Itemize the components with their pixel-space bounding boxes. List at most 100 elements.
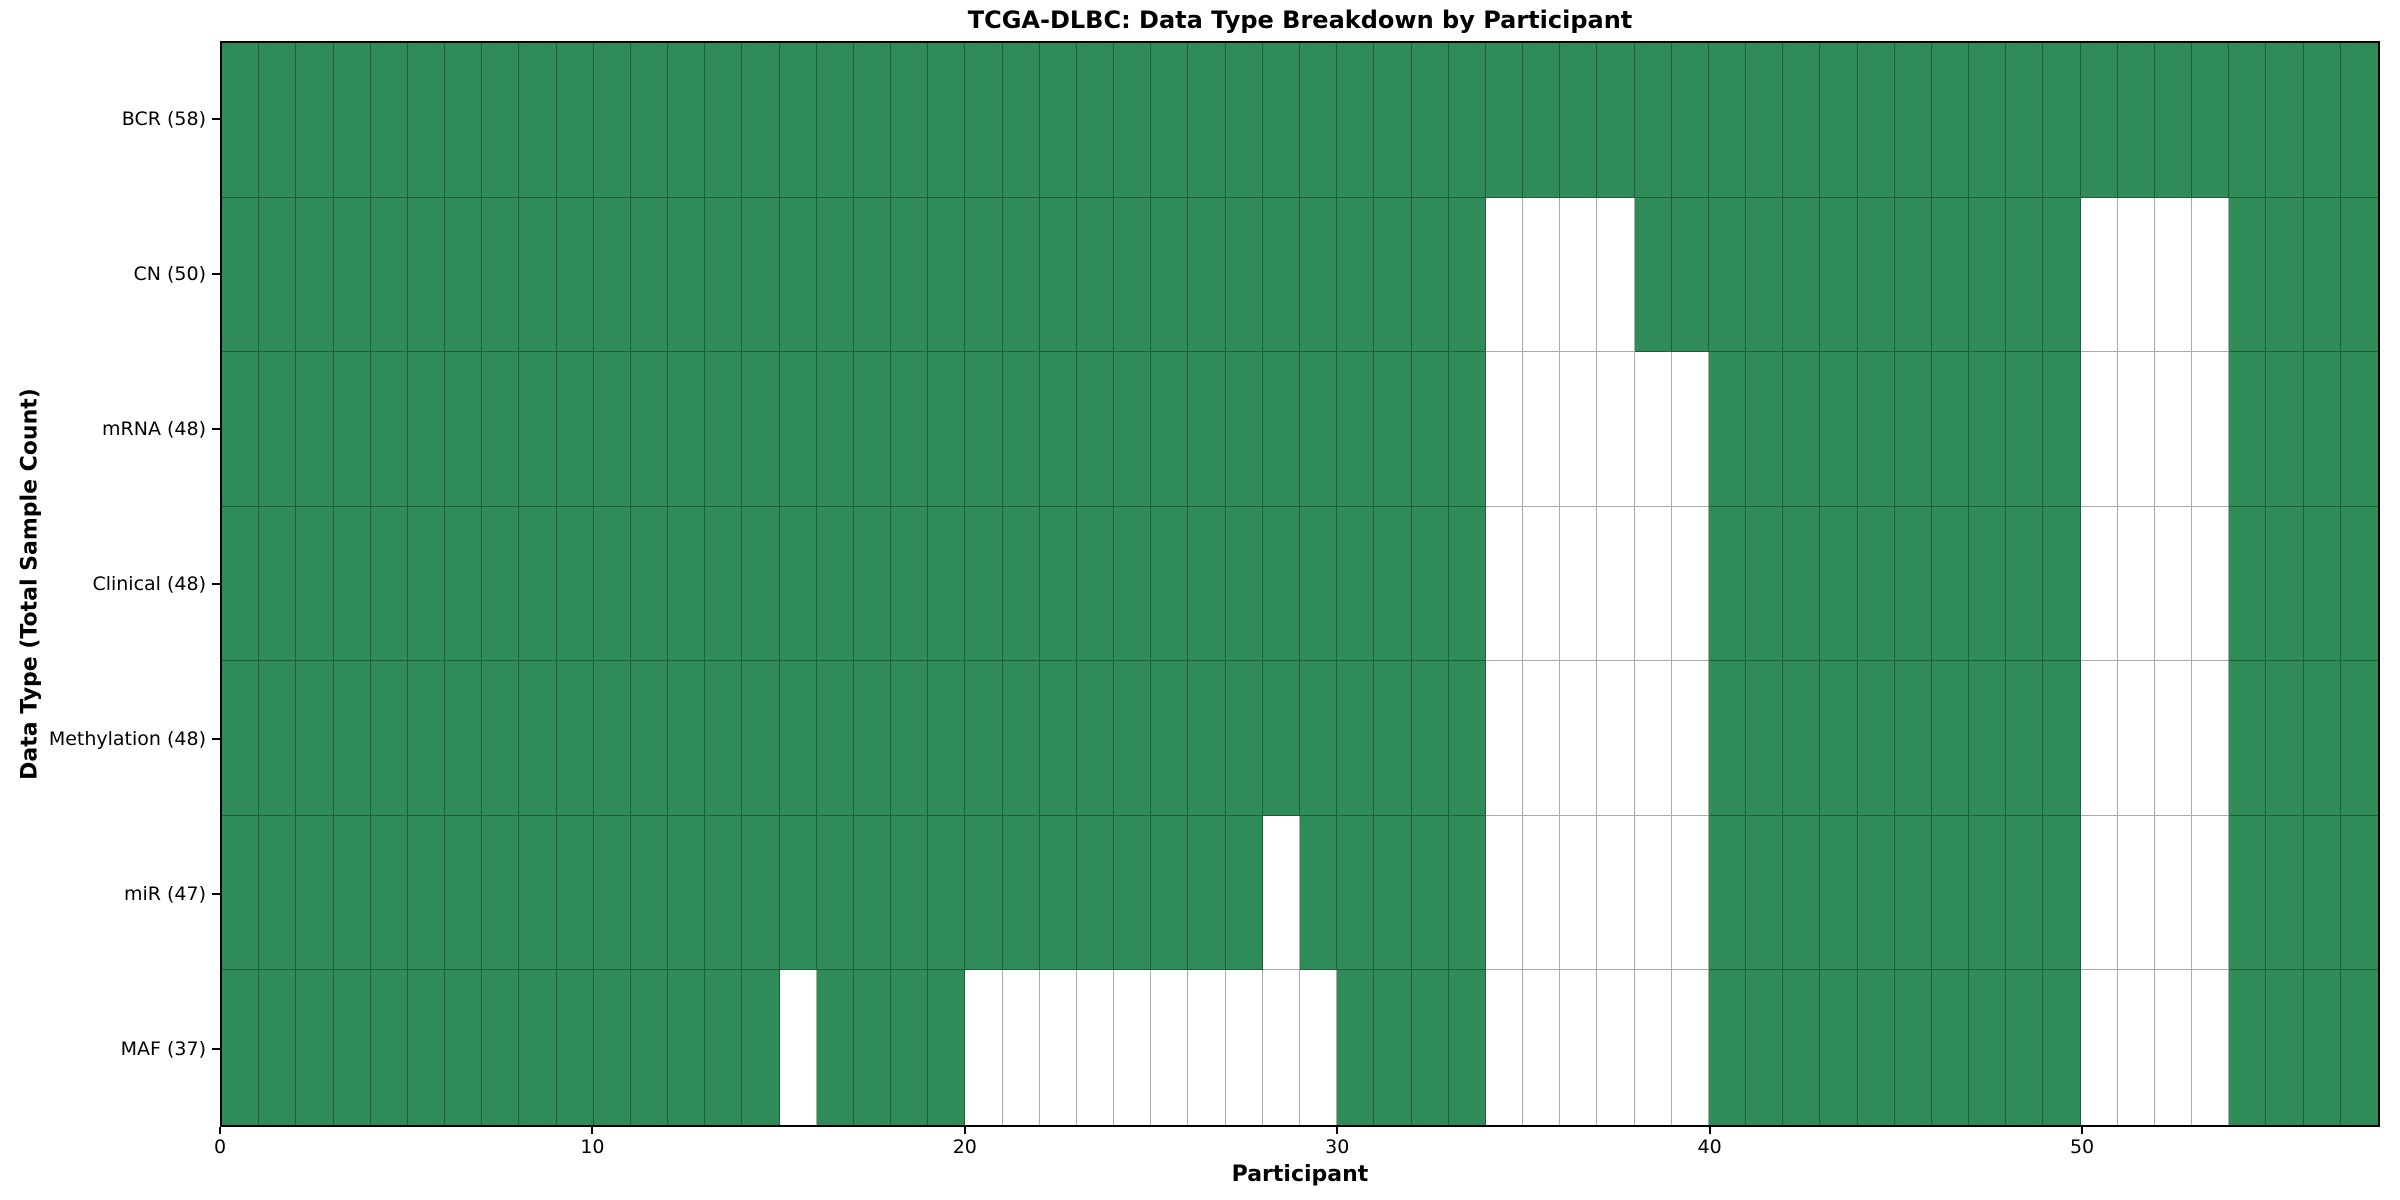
matrix-cell: [1671, 661, 1709, 816]
matrix-cell: [1448, 506, 1486, 662]
matrix-cell: [1374, 197, 1412, 353]
matrix-cell: [1597, 43, 1635, 198]
matrix-cell: [1523, 352, 1561, 507]
matrix-cell: [1783, 197, 1821, 353]
matrix-cell: [2229, 506, 2267, 662]
matrix-cell: [556, 815, 594, 971]
matrix-cell: [853, 197, 892, 353]
matrix-cell: [1225, 197, 1263, 353]
matrix-cell: [1374, 970, 1412, 1125]
matrix-cell: [1076, 43, 1115, 198]
matrix-cell: [2266, 970, 2304, 1125]
matrix-cell: [1262, 197, 1300, 353]
matrix-cell: [370, 815, 408, 971]
matrix-cell: [370, 970, 408, 1125]
matrix-cell: [296, 43, 334, 198]
matrix-cell: [965, 197, 1003, 353]
matrix-cell: [891, 506, 929, 662]
matrix-cell: [2154, 352, 2193, 507]
matrix-cell: [705, 43, 743, 198]
matrix-cell: [259, 43, 297, 198]
matrix-cell: [1931, 43, 1970, 198]
matrix-cell: [1746, 661, 1784, 816]
matrix-cell: [1634, 661, 1672, 816]
matrix-cell: [1523, 970, 1561, 1125]
matrix-cell: [2303, 815, 2341, 971]
matrix-cell: [2192, 197, 2230, 353]
matrix-cell: [965, 661, 1003, 816]
matrix-cell: [2303, 352, 2341, 507]
matrix-cell: [1039, 197, 1077, 353]
matrix-cell: [1485, 352, 1524, 507]
matrix-cell: [1746, 970, 1784, 1125]
matrix-cell: [2006, 970, 2044, 1125]
x-tick-mark: [591, 1127, 594, 1134]
matrix-cell: [1894, 352, 1932, 507]
matrix-cell: [891, 815, 929, 971]
matrix-cell: [705, 352, 743, 507]
matrix-cell: [1002, 815, 1040, 971]
matrix-cell: [1114, 197, 1152, 353]
matrix-cell: [1299, 970, 1338, 1125]
matrix-cell: [519, 661, 557, 816]
matrix-cell: [779, 815, 817, 971]
matrix-cell: [1076, 197, 1115, 353]
matrix-cell: [2117, 815, 2155, 971]
matrix-cell: [1337, 197, 1375, 353]
matrix-cell: [779, 43, 817, 198]
matrix-cell: [1225, 815, 1263, 971]
matrix-cell: [1076, 970, 1115, 1125]
matrix-cell: [1820, 506, 1858, 662]
matrix-cell: [1634, 970, 1672, 1125]
y-tick-label: BCR (58): [121, 107, 206, 130]
matrix-cell: [853, 43, 892, 198]
matrix-cell: [1783, 661, 1821, 816]
matrix-cell: [2043, 197, 2081, 353]
matrix-cell: [1894, 43, 1932, 198]
matrix-cell: [1820, 43, 1858, 198]
matrix-cell: [630, 43, 669, 198]
matrix-cell: [1597, 815, 1635, 971]
x-tick-mark: [2081, 1127, 2084, 1134]
matrix-cell: [853, 506, 892, 662]
matrix-cell: [519, 815, 557, 971]
matrix-cell: [1485, 815, 1524, 971]
matrix-cell: [222, 43, 260, 198]
y-tick-mark: [212, 427, 220, 430]
matrix-cell: [2340, 197, 2378, 353]
matrix-cell: [779, 506, 817, 662]
matrix-cell: [556, 970, 594, 1125]
matrix-cell: [928, 197, 966, 353]
matrix-cell: [965, 352, 1003, 507]
matrix-cell: [1039, 43, 1077, 198]
matrix-cell: [1857, 506, 1895, 662]
matrix-cell: [407, 197, 446, 353]
x-tick-label: 10: [580, 1136, 605, 1158]
matrix-cell: [1783, 970, 1821, 1125]
matrix-cell: [370, 661, 408, 816]
matrix-cell: [1969, 661, 2007, 816]
matrix-cell: [853, 970, 892, 1125]
matrix-cell: [1076, 506, 1115, 662]
matrix-cell: [1597, 197, 1635, 353]
matrix-cell: [1039, 815, 1077, 971]
matrix-cell: [296, 352, 334, 507]
matrix-cell: [2080, 197, 2118, 353]
matrix-cell: [1820, 661, 1858, 816]
matrix-cell: [779, 661, 817, 816]
matrix-cell: [296, 815, 334, 971]
matrix-cell: [333, 197, 371, 353]
matrix-cell: [593, 661, 631, 816]
y-tick-mark: [212, 583, 220, 585]
matrix-cell: [1374, 43, 1412, 198]
matrix-cell: [296, 970, 334, 1125]
x-axis-label: Participant: [1231, 1162, 1369, 1187]
y-tick-mark: [212, 1048, 220, 1051]
matrix-cell: [1411, 815, 1449, 971]
matrix-cell: [1485, 197, 1524, 353]
matrix-cell: [1485, 970, 1524, 1125]
matrix-cell: [1560, 970, 1598, 1125]
matrix-cell: [742, 352, 780, 507]
matrix-cell: [1039, 352, 1077, 507]
matrix-cell: [1894, 506, 1932, 662]
